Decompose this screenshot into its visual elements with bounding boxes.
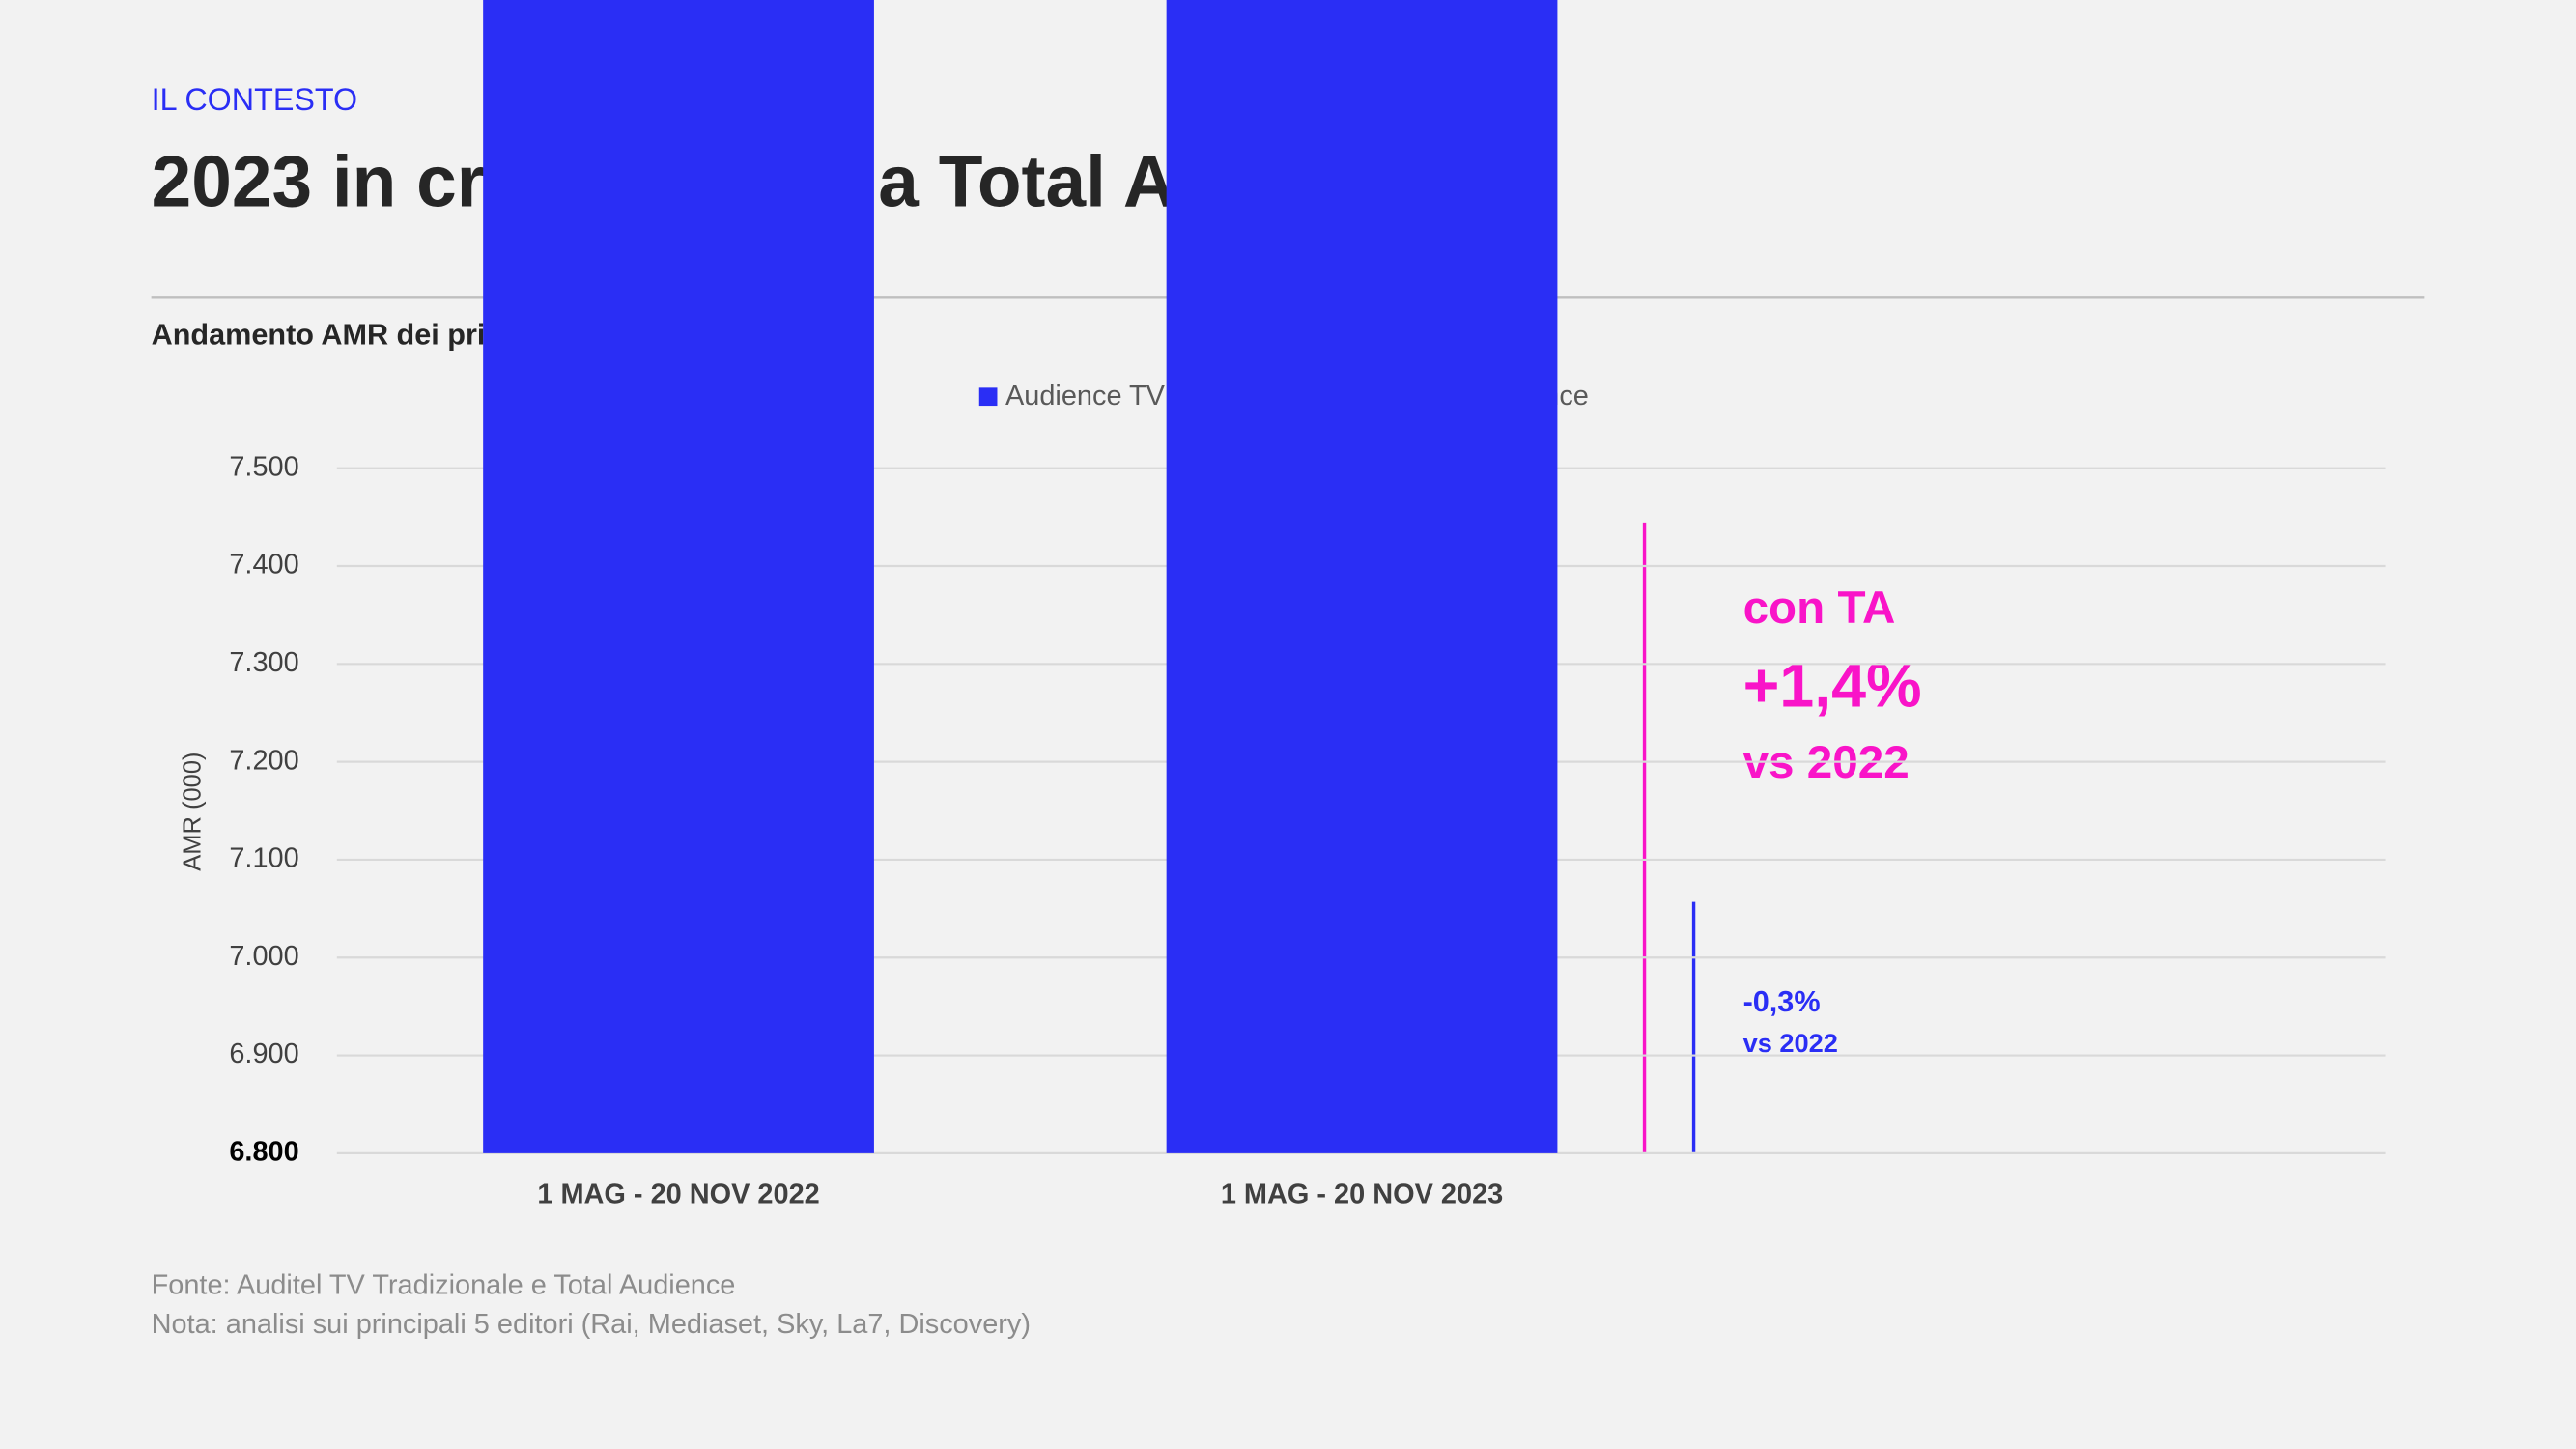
- legend-swatch: [978, 387, 998, 407]
- annotation: +1,4%: [1743, 650, 1922, 720]
- y-tick-label: 7.300: [229, 647, 298, 678]
- x-tick-label: 1 MAG - 20 NOV 2023: [1221, 1179, 1503, 1210]
- annotation: vs 2022: [1743, 1028, 1838, 1058]
- annotation: con TA: [1743, 582, 1896, 634]
- y-tick-label: 7.000: [229, 941, 298, 972]
- y-tick-label: 7.400: [229, 550, 298, 581]
- bar-segment: [483, 0, 874, 1153]
- footnote: Fonte: Auditel TV Tradizionale e Total A…: [152, 1269, 736, 1300]
- y-tick-label: 7.500: [229, 451, 298, 482]
- y-tick-label: 6.800: [229, 1137, 298, 1168]
- annotation: -0,3%: [1743, 985, 1821, 1018]
- y-tick-label: 7.200: [229, 745, 298, 776]
- y-tick-label: 7.100: [229, 843, 298, 874]
- kicker: IL CONTESTO: [152, 82, 358, 117]
- bar-segment: [1166, 0, 1558, 1153]
- footnote: Nota: analisi sui principali 5 editori (…: [152, 1309, 1031, 1340]
- y-axis-label: AMR (000): [180, 752, 207, 870]
- x-tick-label: 1 MAG - 20 NOV 2022: [537, 1179, 819, 1210]
- y-tick-label: 6.900: [229, 1038, 298, 1069]
